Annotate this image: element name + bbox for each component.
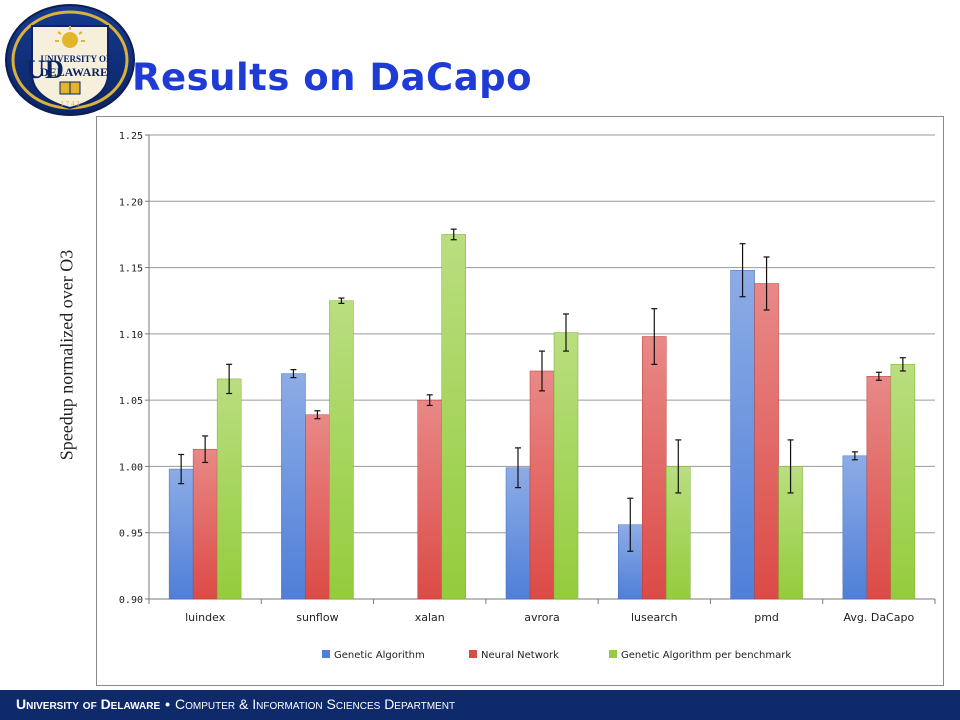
y-tick-label: 1.00	[119, 462, 143, 473]
logo-line1: UNIVERSITY OF	[41, 54, 112, 64]
bar	[642, 336, 667, 600]
y-tick-label: 1.05	[119, 396, 143, 407]
bar	[754, 283, 779, 600]
x-tick-label: pmd	[754, 611, 779, 624]
legend-swatch	[322, 650, 330, 658]
bar	[842, 455, 868, 600]
x-tick-label: luindex	[185, 611, 226, 624]
y-axis-title: Speedup normalized over O3	[56, 249, 77, 461]
y-tick-label: 0.95	[119, 529, 143, 540]
legend-label: Genetic Algorithm per benchmark	[621, 650, 791, 661]
university-seal-logo: UNIVERSITY OF DELAWARE UD 1 7 4 3	[5, 4, 135, 116]
bar	[553, 332, 579, 600]
x-tick-label: Avg. DaCapo	[843, 611, 914, 624]
footer-text: University of Delaware • Computer & Inform…	[16, 696, 455, 712]
bar	[529, 370, 555, 600]
footer-separator: •	[165, 696, 171, 712]
x-tick-label: lusearch	[631, 611, 678, 624]
slide-title: Results on DaCapo	[132, 56, 533, 99]
footer-department: Computer & Information Sciences Departme…	[175, 696, 456, 712]
bar	[329, 300, 354, 600]
x-tick-label: xalan	[415, 611, 445, 624]
logo-line2: DELAWARE	[40, 65, 108, 79]
bar	[168, 468, 194, 600]
logo-monogram: UD	[26, 55, 64, 84]
y-tick-label: 1.20	[119, 197, 143, 208]
x-tick-label: sunflow	[296, 611, 338, 624]
legend-label: Neural Network	[481, 650, 559, 661]
bar-chart: 0.90 0.95 1.00 1.05 1.10 1.15 1.20 1.25 luindex s…	[119, 131, 936, 661]
x-tick-label: avrora	[524, 611, 560, 624]
bar	[866, 376, 892, 600]
bar	[216, 378, 242, 600]
y-tick-label: 1.15	[119, 264, 143, 275]
legend-label: Genetic Algorithm	[334, 650, 425, 661]
legend-swatch	[609, 650, 617, 658]
bar	[305, 414, 330, 600]
y-tick-label: 0.90	[119, 595, 143, 606]
bar	[281, 373, 306, 600]
legend-swatch	[469, 650, 477, 658]
bar	[890, 364, 916, 600]
footer-bar: University of Delaware • Computer & Inform…	[0, 690, 960, 720]
bar	[505, 467, 531, 600]
chart-frame: 0.90 0.95 1.00 1.05 1.10 1.15 1.20 1.25 luindex s…	[96, 116, 944, 686]
logo-year: 1 7 4 3	[60, 100, 80, 108]
bar	[417, 399, 442, 600]
bar	[441, 234, 466, 600]
y-tick-label: 1.10	[119, 330, 143, 341]
bar	[730, 269, 755, 600]
y-tick-label: 1.25	[119, 131, 143, 142]
bar	[192, 448, 218, 600]
footer-university: University of Delaware	[16, 696, 161, 712]
